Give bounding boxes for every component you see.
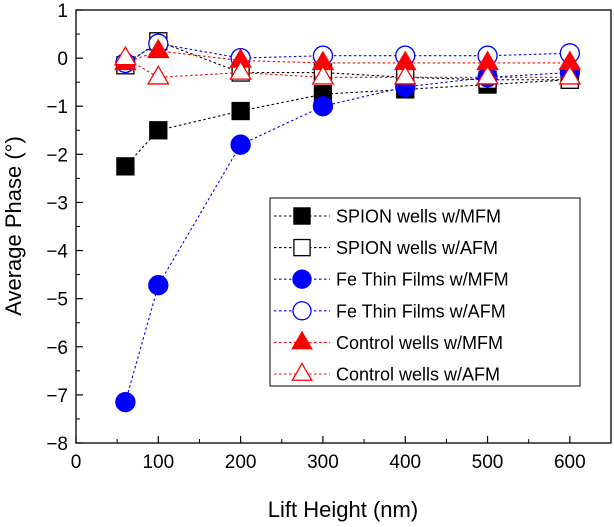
legend-box [269, 197, 581, 387]
legend-entry: Fe Thin Films w/MFM [274, 269, 509, 290]
series-layer [114, 32, 582, 413]
legend-label: Fe Thin Films w/AFM [336, 301, 506, 321]
y-tick-label: −2 [46, 145, 68, 166]
data-point [148, 275, 169, 296]
data-point [116, 157, 135, 176]
y-tick-label: −4 [46, 242, 68, 263]
y-tick-label: −7 [46, 386, 68, 407]
y-tick-label: −5 [46, 290, 68, 311]
series-3 [115, 33, 580, 74]
x-tick-label: 600 [554, 452, 586, 473]
x-axis-title: Lift Height (nm) [268, 497, 418, 522]
x-tick-label: 400 [389, 452, 421, 473]
legend-entry: Control wells w/AFM [274, 362, 500, 385]
x-tick-label: 100 [142, 452, 174, 473]
legend: SPION wells w/MFM SPION wells w/AFM Fe Thi… [269, 197, 581, 387]
legend-entry: Fe Thin Films w/AFM [274, 301, 506, 321]
series-line [125, 43, 570, 64]
data-point [229, 60, 252, 80]
legend-marker [292, 269, 312, 289]
legend-marker [293, 207, 311, 225]
y-tick-label: −3 [46, 193, 68, 214]
data-point [149, 121, 168, 140]
data-point [311, 65, 335, 85]
legend-marker [293, 238, 311, 257]
legend-entry: Control wells w/MFM [274, 330, 503, 353]
data-point [558, 65, 582, 85]
data-point [115, 391, 136, 413]
legend-marker [291, 362, 313, 381]
legend-label: SPION wells w/MFM [336, 207, 501, 227]
series-line [124, 79, 570, 167]
y-tick-label: −1 [46, 97, 68, 118]
x-tick-label: 500 [472, 452, 504, 473]
legend-label: Control wells w/MFM [336, 333, 503, 353]
legend-marker [292, 301, 312, 321]
data-point [146, 65, 170, 85]
y-tick-label: −8 [46, 434, 68, 455]
y-tick-label: −6 [46, 338, 68, 359]
y-axis-title: Average Phase (°) [1, 136, 26, 316]
x-tick-label: 300 [307, 452, 339, 473]
legend-label: SPION wells w/AFM [336, 238, 498, 258]
data-point [146, 38, 170, 59]
legend-entry: SPION wells w/MFM [274, 207, 501, 227]
series-1 [116, 32, 579, 89]
data-point [312, 96, 334, 117]
legend-marker [291, 330, 313, 350]
y-tick-label: 0 [57, 49, 68, 70]
series-5 [114, 45, 582, 85]
data-point [476, 65, 499, 85]
series-line [125, 40, 570, 81]
data-point [114, 45, 137, 66]
legend-label: Control wells w/AFM [336, 365, 500, 385]
x-tick-label: 200 [225, 452, 257, 473]
data-point [230, 134, 251, 155]
data-point [393, 65, 417, 85]
legend-entry: SPION wells w/AFM [274, 238, 498, 258]
series-0 [116, 70, 579, 176]
legend-label: Fe Thin Films w/MFM [336, 270, 509, 290]
data-point [231, 101, 250, 121]
axes-layer: 0 100 200 300 400 500 600 1 0 −1 −2 −3 −4 −5 −6 −7 −8 [46, 1, 585, 473]
x-tick-label: 0 [71, 452, 82, 473]
y-tick-label: 1 [57, 1, 68, 22]
series-line [125, 50, 570, 64]
